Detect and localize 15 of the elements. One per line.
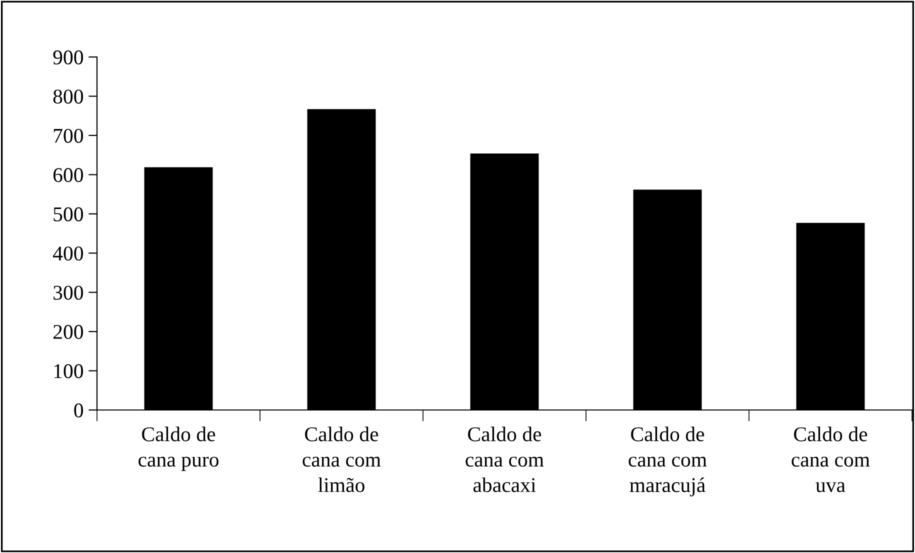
x-tick-label: Caldo de cana com maracujá bbox=[628, 426, 707, 496]
x-tick-label: Caldo de cana com uva bbox=[792, 426, 870, 492]
y-tick-label: 800 bbox=[53, 90, 84, 104]
y-tick-label: 700 bbox=[54, 128, 84, 143]
y-tick-label: 500 bbox=[54, 207, 84, 222]
y-tick-label: 200 bbox=[53, 324, 84, 339]
x-tick-label: Caldo de cana com limão bbox=[302, 426, 381, 492]
x-tick-label: Caldo de cana puro bbox=[138, 426, 218, 471]
y-tick-label: 400 bbox=[52, 246, 84, 261]
x-tick-label: Caldo de cana com abacaxi bbox=[466, 426, 544, 492]
y-tick-label: 0 bbox=[74, 403, 84, 418]
y-tick-label: 600 bbox=[53, 168, 84, 182]
y-tick-label: 900 bbox=[53, 50, 84, 64]
y-tick-label: 300 bbox=[54, 286, 84, 300]
y-tick-label: 100 bbox=[54, 364, 84, 378]
